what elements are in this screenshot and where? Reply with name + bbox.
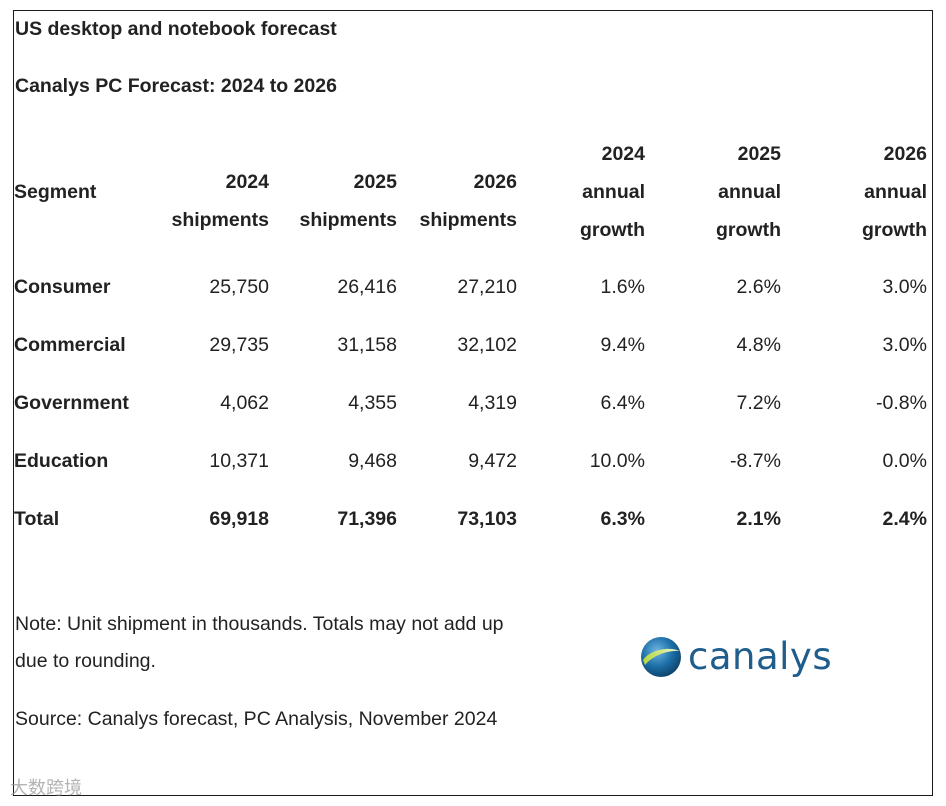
growth-2025: 2.6% — [736, 276, 781, 298]
growth-2026: -0.8% — [876, 392, 927, 414]
canalys-logo: canalys — [640, 634, 832, 680]
shipments-2026: 32,102 — [457, 334, 517, 356]
footnote: Note: Unit shipment in thousands. Totals… — [15, 613, 504, 672]
content-frame — [13, 10, 933, 796]
shipments-2026: 9,472 — [468, 450, 517, 472]
shipments-2024: 10,371 — [209, 450, 269, 472]
shipments-2026: 73,103 — [457, 508, 517, 530]
growth-2024: 6.3% — [600, 508, 645, 530]
segment-label: Education — [14, 450, 109, 472]
segment-label: Consumer — [14, 276, 111, 298]
canalys-logo-text: canalys — [688, 635, 833, 678]
shipments-2025: 26,416 — [337, 276, 397, 298]
forecast-table: Segment 2024 shipments 2025 shipments 20… — [14, 125, 927, 548]
table-header-row: Segment 2024 shipments 2025 shipments 20… — [14, 125, 927, 258]
growth-2025: -8.7% — [730, 450, 781, 472]
shipments-2024: 4,062 — [220, 392, 269, 414]
table-row-education: Education 10,371 9,468 9,472 10.0% -8.7%… — [14, 432, 927, 490]
table-row-consumer: Consumer 25,750 26,416 27,210 1.6% 2.6% … — [14, 258, 927, 316]
watermark: 大数跨境 — [10, 778, 82, 799]
header-2026-shipments: 2026 shipments — [419, 170, 517, 231]
shipments-2025: 9,468 — [348, 450, 397, 472]
growth-2024: 10.0% — [589, 450, 645, 472]
growth-2026: 3.0% — [882, 276, 927, 298]
header-2025-shipments: 2025 shipments — [299, 170, 397, 231]
growth-2024: 9.4% — [600, 334, 645, 356]
table-row-commercial: Commercial 29,735 31,158 32,102 9.4% 4.8… — [14, 316, 927, 374]
shipments-2024: 25,750 — [209, 276, 269, 298]
growth-2024: 6.4% — [600, 392, 645, 414]
growth-2026: 3.0% — [882, 334, 927, 356]
shipments-2025: 31,158 — [337, 334, 397, 356]
page-title: US desktop and notebook forecast — [15, 18, 337, 40]
table-row-total: Total 69,918 71,396 73,103 6.3% 2.1% 2.4… — [14, 490, 927, 548]
header-2025-growth: 2025 annual growth — [716, 142, 781, 241]
canalys-globe-icon — [641, 637, 681, 677]
header-2026-growth: 2026 annual growth — [862, 142, 927, 241]
shipments-2025: 71,396 — [337, 508, 397, 530]
header-2024-growth: 2024 annual growth — [580, 142, 645, 241]
growth-2025: 2.1% — [736, 508, 781, 530]
growth-2025: 4.8% — [736, 334, 781, 356]
shipments-2026: 27,210 — [457, 276, 517, 298]
growth-2025: 7.2% — [736, 392, 781, 414]
header-segment: Segment — [14, 180, 97, 203]
segment-label: Commercial — [14, 334, 126, 356]
table-row-government: Government 4,062 4,355 4,319 6.4% 7.2% -… — [14, 374, 927, 432]
growth-2026: 0.0% — [882, 450, 927, 472]
shipments-2024: 29,735 — [209, 334, 269, 356]
growth-2026: 2.4% — [882, 508, 927, 530]
shipments-2026: 4,319 — [468, 392, 517, 414]
source-note: Source: Canalys forecast, PC Analysis, N… — [15, 708, 498, 730]
shipments-2025: 4,355 — [348, 392, 397, 414]
growth-2024: 1.6% — [600, 276, 645, 298]
segment-label: Government — [14, 392, 129, 414]
table-subtitle: Canalys PC Forecast: 2024 to 2026 — [15, 75, 337, 97]
shipments-2024: 69,918 — [209, 508, 269, 530]
header-2024-shipments: 2024 shipments — [171, 170, 269, 231]
segment-label: Total — [14, 508, 60, 530]
